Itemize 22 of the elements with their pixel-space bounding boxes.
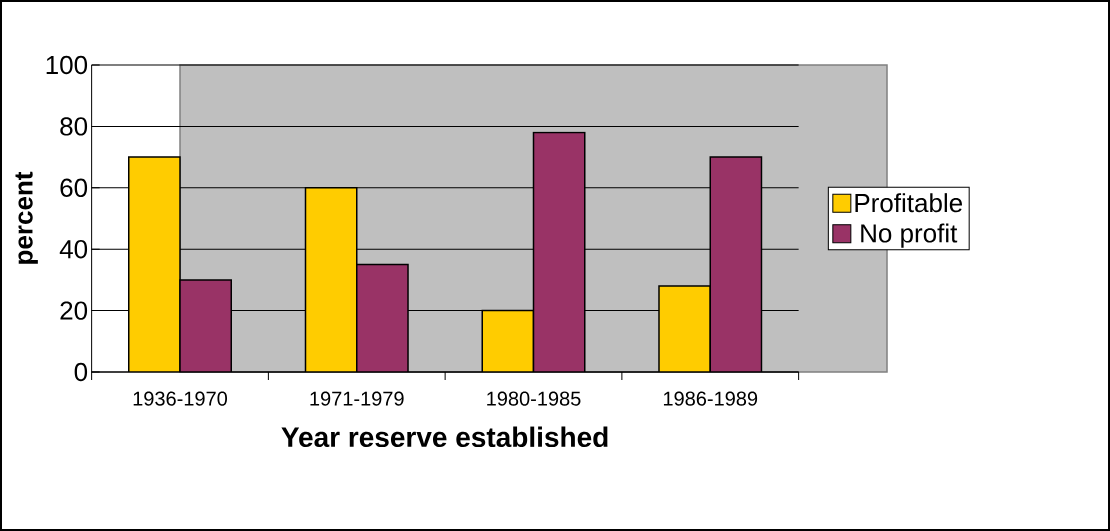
- y-tick-label: 80: [60, 117, 88, 136]
- legend-label: No profit: [861, 223, 958, 248]
- y-tick-label: 60: [60, 178, 88, 197]
- bar: [356, 263, 409, 372]
- y-tick-label: 100: [46, 55, 88, 75]
- bar: [532, 131, 586, 372]
- y-axis-title: percent: [15, 171, 38, 264]
- x-tick-label: 1971-1979: [310, 391, 404, 406]
- x-tick-label: 1986-1989: [663, 391, 758, 406]
- bar: [481, 309, 535, 372]
- bar: [127, 156, 181, 372]
- x-tick-label: 1936-1970: [133, 391, 228, 406]
- bar: [709, 156, 763, 372]
- bar: [304, 187, 358, 372]
- y-tick-label: 0: [74, 362, 88, 382]
- bar: [179, 279, 233, 372]
- bar: [658, 285, 712, 372]
- x-tick-label: 1980-1985: [487, 391, 581, 406]
- legend-label: Profitable: [855, 193, 963, 213]
- y-tick-label: 20: [60, 301, 88, 320]
- x-axis-title: Year reserve established: [281, 426, 608, 448]
- y-tick-label: 40: [59, 239, 88, 259]
